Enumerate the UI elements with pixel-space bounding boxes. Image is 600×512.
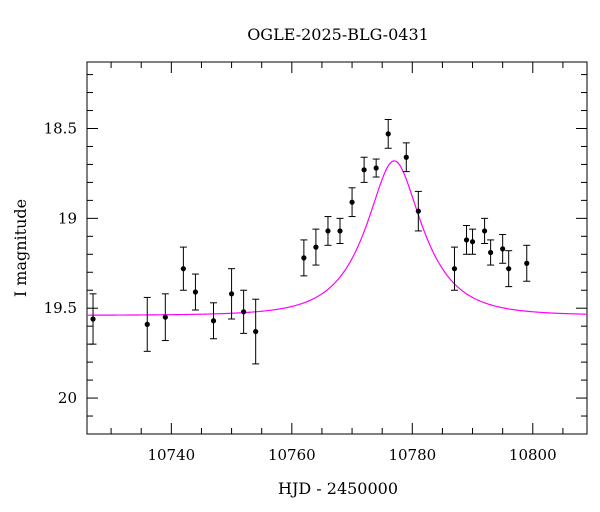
y-tick-label: 19 — [58, 209, 77, 227]
tick-labels: 10740 10760 10780 10800 18.5 19 19.5 20 — [44, 119, 557, 464]
data-point — [463, 237, 470, 243]
x-tick-label: 10760 — [268, 446, 316, 464]
data-point — [349, 199, 355, 205]
data-point — [488, 249, 494, 256]
data-point — [210, 318, 217, 324]
data-point — [361, 167, 367, 173]
data-point — [228, 291, 235, 297]
data-point — [301, 255, 307, 261]
data-point — [385, 131, 391, 137]
data-point — [180, 266, 186, 272]
error-bars — [89, 119, 531, 365]
data-point — [337, 228, 343, 234]
x-tick-label: 10740 — [147, 446, 195, 464]
data-point — [415, 208, 421, 214]
data-point — [325, 228, 331, 234]
data-point — [162, 314, 168, 320]
y-tick-label: 18.5 — [44, 119, 77, 137]
data-point — [403, 154, 409, 160]
plot-frame — [86, 61, 588, 435]
data-point — [481, 228, 488, 234]
x-axis-label: HJD - 2450000 — [278, 479, 398, 498]
x-tick-label: 10800 — [509, 446, 557, 464]
data-points — [90, 131, 530, 335]
x-tick-label: 10780 — [388, 446, 436, 464]
data-point — [469, 239, 476, 245]
axis-ticks — [87, 62, 587, 435]
data-point — [90, 316, 96, 322]
y-tick-label: 19.5 — [44, 299, 77, 317]
data-point — [253, 328, 259, 335]
y-tick-label: 20 — [58, 389, 77, 407]
data-point — [524, 260, 530, 266]
chart-title: OGLE-2025-BLG-0431 — [247, 25, 429, 44]
y-axis-label: I magnitude — [11, 199, 30, 297]
data-point — [451, 266, 458, 272]
data-point — [506, 266, 512, 272]
model-curve — [87, 160, 588, 316]
data-point — [192, 289, 199, 295]
data-point — [313, 244, 319, 250]
data-point — [500, 246, 506, 252]
data-point — [241, 309, 247, 315]
data-point — [373, 165, 379, 171]
data-point — [144, 321, 150, 327]
